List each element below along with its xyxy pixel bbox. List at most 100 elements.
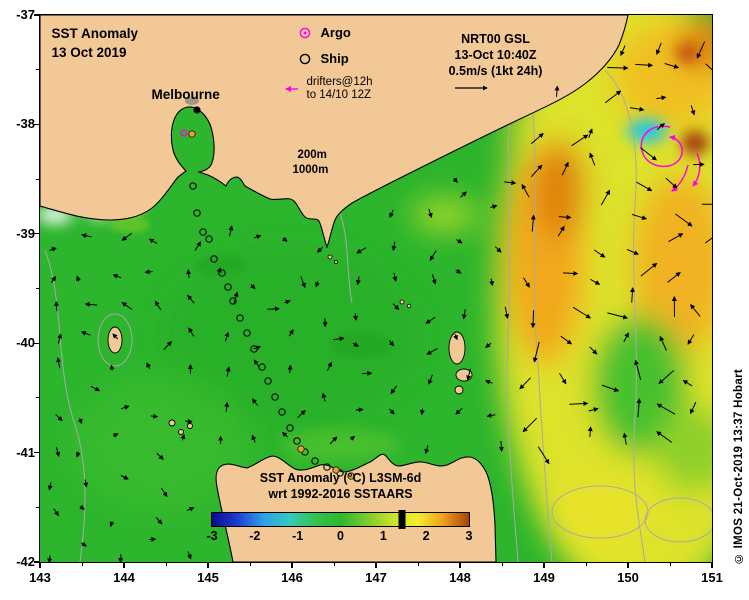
current-vector-icon bbox=[530, 164, 542, 177]
current-vector-icon bbox=[419, 407, 425, 415]
xlabel: 151 bbox=[701, 570, 723, 585]
tickmark bbox=[165, 562, 167, 566]
current-vector-icon bbox=[54, 413, 63, 421]
current-vector-icon bbox=[77, 417, 82, 424]
island-small-1 bbox=[177, 428, 184, 435]
obs-marker bbox=[228, 296, 237, 305]
current-vector-icon bbox=[532, 341, 540, 363]
current-vector-icon bbox=[634, 62, 653, 68]
map-plot: SST Anomaly 13 Oct 2019 Argo Ship bbox=[38, 13, 713, 563]
current-vector-icon bbox=[521, 183, 530, 197]
obs-marker bbox=[187, 129, 196, 138]
current-vector-icon bbox=[689, 401, 696, 414]
velocity-key-line2: 13-Oct 10:40Z bbox=[454, 47, 537, 62]
tickmark bbox=[501, 562, 503, 566]
ylabel: -38 bbox=[16, 116, 35, 132]
current-vector-icon bbox=[674, 212, 693, 226]
current-vector-icon bbox=[570, 134, 588, 146]
legend: Argo Ship drifters@12h to 14/10 12Z bbox=[280, 24, 373, 110]
current-vector-icon bbox=[148, 238, 157, 244]
current-vector-icon bbox=[145, 361, 151, 369]
island-kent-2 bbox=[406, 303, 411, 308]
current-vector-icon bbox=[452, 177, 458, 183]
current-vector-icon bbox=[111, 332, 118, 339]
tickmark bbox=[34, 342, 40, 344]
xlabel: 144 bbox=[113, 570, 135, 585]
current-vector-icon bbox=[587, 127, 593, 138]
current-vector-icon bbox=[558, 372, 566, 384]
current-vector-icon bbox=[503, 306, 509, 319]
current-vector-icon bbox=[664, 62, 679, 69]
current-vector-icon bbox=[299, 275, 306, 288]
current-vector-icon bbox=[266, 305, 280, 311]
current-vector-icon bbox=[633, 359, 641, 380]
tickmark bbox=[36, 178, 40, 180]
current-vector-icon bbox=[423, 444, 429, 454]
obs-marker bbox=[188, 181, 197, 190]
current-vector-icon bbox=[489, 203, 497, 209]
current-vector-icon bbox=[696, 40, 705, 59]
velocity-key: NRT00 GSL 13-Oct 10:40Z 0.5m/s (1kt 24h) bbox=[430, 31, 562, 79]
current-vector-icon bbox=[283, 299, 291, 304]
island-prom-1 bbox=[327, 254, 332, 259]
current-vector-icon bbox=[84, 301, 97, 307]
current-vector-icon bbox=[75, 451, 81, 458]
current-vector-icon bbox=[155, 516, 162, 525]
current-vector-icon bbox=[82, 478, 88, 488]
colorbar-bar bbox=[211, 509, 470, 529]
current-vector-icon bbox=[622, 331, 629, 342]
current-vector-icon bbox=[120, 474, 129, 479]
current-vector-icon bbox=[601, 384, 619, 392]
current-vector-icon bbox=[655, 42, 662, 55]
island-king bbox=[107, 326, 122, 353]
island-small-2 bbox=[186, 422, 193, 429]
current-vector-icon bbox=[522, 417, 537, 432]
xlabel: 150 bbox=[617, 570, 639, 585]
current-vector-icon bbox=[314, 280, 320, 287]
obs-marker bbox=[242, 328, 251, 337]
legend-ship-label: Ship bbox=[320, 51, 349, 66]
current-vector-icon bbox=[47, 481, 53, 491]
argo-marker-icon bbox=[299, 27, 310, 38]
obs-marker bbox=[223, 282, 232, 291]
legend-drifters-text: drifters@12h to 14/10 12Z bbox=[307, 76, 373, 102]
obs-marker bbox=[192, 208, 201, 217]
plot-title-line2: 13 Oct 2019 bbox=[51, 44, 127, 60]
island-kent-1 bbox=[399, 299, 404, 304]
current-vector-icon bbox=[631, 213, 647, 220]
island-clarke bbox=[454, 385, 463, 394]
current-vector-icon bbox=[80, 330, 91, 336]
current-vector-icon bbox=[390, 385, 397, 394]
map-canvas bbox=[39, 14, 712, 562]
current-vector-icon bbox=[425, 347, 438, 355]
current-vector-icon bbox=[232, 291, 239, 304]
ship-track bbox=[188, 181, 344, 477]
current-vector-icon bbox=[484, 342, 491, 348]
current-vector-icon bbox=[186, 550, 192, 559]
tickmark bbox=[36, 397, 40, 399]
ylabel: -41 bbox=[16, 444, 35, 460]
tickmark bbox=[459, 562, 461, 568]
current-vector-icon bbox=[588, 346, 597, 355]
current-vector-icon bbox=[452, 333, 458, 340]
sst-texture bbox=[102, 200, 390, 357]
plot-title-line1: SST Anomaly bbox=[51, 25, 139, 41]
obs-marker bbox=[296, 444, 305, 453]
current-vector-icon bbox=[54, 446, 60, 457]
tickmark bbox=[39, 562, 41, 568]
tickmark bbox=[417, 562, 419, 566]
current-vector-icon bbox=[424, 316, 435, 324]
obs-marker bbox=[204, 234, 213, 243]
xlabel: 149 bbox=[533, 570, 555, 585]
current-vector-icon bbox=[629, 286, 635, 303]
current-vector-icon bbox=[568, 400, 588, 406]
current-vector-icon bbox=[187, 326, 194, 337]
xlabel: 143 bbox=[29, 570, 51, 585]
current-vector-icon bbox=[112, 432, 119, 438]
obs-marker bbox=[209, 254, 218, 263]
island-flinders bbox=[448, 331, 465, 364]
current-vector-icon bbox=[659, 335, 667, 351]
current-vector-icon bbox=[636, 397, 642, 417]
current-vector-icon bbox=[655, 430, 672, 443]
